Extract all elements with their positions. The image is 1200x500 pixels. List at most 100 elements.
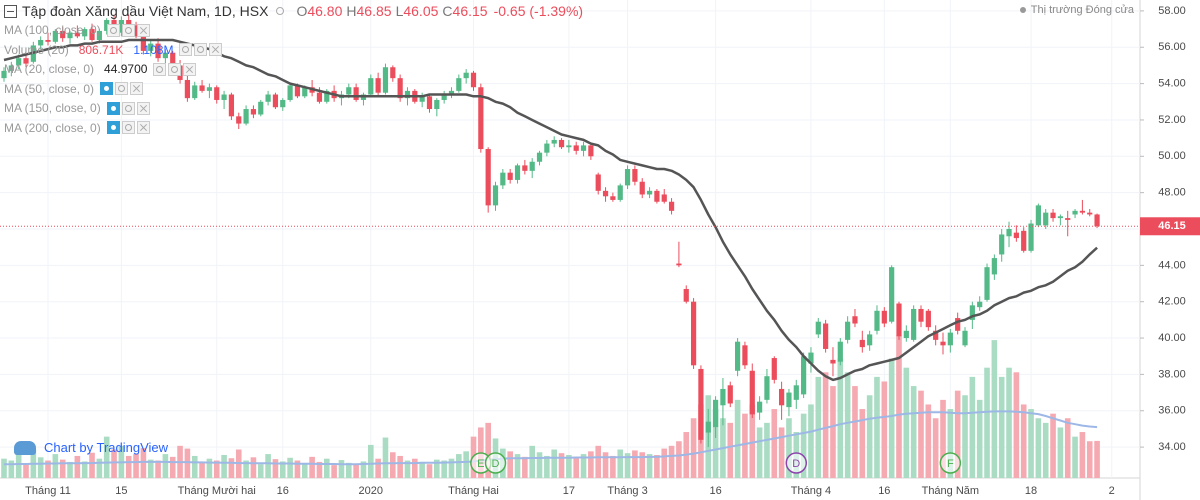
volume-bar [896, 335, 902, 478]
candle-body [228, 94, 235, 117]
candle-body [558, 139, 565, 148]
volume-bar [580, 454, 587, 478]
volume-bar [566, 455, 572, 478]
watermark[interactable]: Chart by TradingView [14, 440, 168, 455]
volume-bar [1, 458, 7, 478]
candle-body [368, 78, 374, 95]
candle-body [668, 201, 675, 211]
watermark-text: Chart by TradingView [44, 440, 169, 455]
candle-body [698, 368, 704, 440]
event-marker[interactable]: D [785, 452, 808, 474]
price-axis-bg [1140, 0, 1200, 500]
volume-bar [463, 451, 469, 478]
volume-bar [800, 413, 807, 478]
candle-body [507, 172, 513, 180]
candle-body [617, 185, 623, 200]
volume-bar [8, 460, 15, 478]
candle-body [140, 36, 146, 51]
candle-body [823, 323, 829, 349]
volume-bar [404, 460, 411, 478]
candle-body [683, 288, 689, 302]
candle-body [294, 85, 301, 97]
x-tick-label: 17 [563, 485, 575, 497]
candle-body [478, 87, 484, 150]
candle-body [764, 376, 770, 400]
volume-bar [742, 413, 748, 478]
volume-bar [1020, 404, 1027, 478]
volume-bar [632, 450, 638, 478]
candle-body [419, 96, 425, 102]
volume-bar [221, 455, 227, 478]
candle-body [390, 67, 396, 79]
volume-bar [316, 461, 323, 478]
candle-body [236, 116, 242, 124]
volume-bar [441, 460, 447, 478]
candle-body [896, 303, 902, 337]
candle-body [779, 388, 785, 406]
event-marker[interactable]: F [939, 452, 962, 474]
candle-body [184, 79, 190, 99]
volume-bar [412, 458, 418, 478]
y-tick-label: 38.00 [1158, 368, 1186, 380]
candle-body [118, 19, 124, 33]
last-price-box [1140, 217, 1200, 236]
last-price-label: 46.15 [1158, 220, 1186, 232]
volume-bar [888, 358, 895, 478]
candle-body [969, 305, 975, 320]
candle-body [104, 19, 110, 31]
volume-bar [419, 461, 425, 478]
candle-body [544, 143, 550, 153]
volume-bar [67, 461, 73, 478]
volume-bar [45, 460, 51, 478]
candle-body [456, 78, 462, 91]
volume-bar [646, 454, 653, 478]
candle-body [933, 330, 939, 340]
volume-bar [15, 454, 22, 478]
volume-bar [808, 404, 814, 478]
candle-body [485, 149, 491, 206]
y-tick-label: 36.00 [1158, 405, 1186, 417]
candle-body [126, 19, 132, 26]
volume-bar [551, 449, 557, 478]
candle-body [786, 392, 792, 408]
candle-body [177, 65, 183, 80]
volume-bar [514, 454, 521, 478]
volume-bar [925, 404, 932, 478]
volume-bar [859, 409, 866, 478]
candle-body [316, 92, 323, 102]
event-marker[interactable]: D [484, 452, 507, 474]
candle-body [492, 185, 499, 206]
candle-body [654, 190, 660, 202]
volume-bar [243, 460, 249, 478]
volume-bar [323, 458, 330, 478]
volume-bar [866, 395, 873, 478]
x-tick-label: 15 [115, 485, 127, 497]
y-tick-label: 54.00 [1158, 78, 1186, 90]
volume-bar [37, 457, 44, 478]
x-tick-label: 16 [709, 485, 721, 497]
volume-bar [764, 422, 770, 478]
candle-body [199, 85, 205, 91]
candle-body [221, 94, 227, 100]
volume-bar [786, 418, 792, 478]
candle-body [757, 401, 763, 413]
volume-bar [874, 376, 880, 478]
candle-body [735, 341, 741, 371]
volume-bar [390, 452, 396, 478]
candle-body [8, 65, 14, 71]
volume-bar [375, 458, 381, 478]
candle-body [441, 94, 447, 100]
event-label: F [947, 458, 954, 470]
volume-bar [962, 395, 968, 478]
volume-bar [309, 456, 315, 478]
volume-bar [111, 449, 117, 478]
candle-body [925, 310, 931, 328]
volume-bar [96, 458, 103, 478]
volume-bar [206, 458, 213, 478]
volume-bar [852, 386, 858, 478]
volume-bar [771, 409, 778, 478]
volume-bar [456, 454, 462, 478]
volume-bar [778, 427, 785, 478]
candle-body [375, 78, 381, 93]
candle-body [302, 87, 308, 97]
